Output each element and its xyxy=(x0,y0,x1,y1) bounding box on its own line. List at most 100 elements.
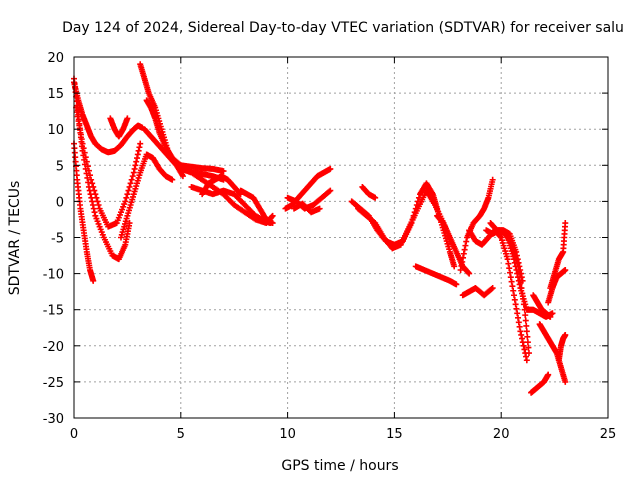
data-point xyxy=(545,371,552,378)
data-point xyxy=(88,176,95,183)
data-point xyxy=(93,194,100,201)
data-point xyxy=(523,353,530,360)
series-pass-p xyxy=(291,200,323,216)
data-point xyxy=(547,313,554,320)
data-point xyxy=(509,283,516,290)
data-point xyxy=(91,187,98,194)
data-point xyxy=(511,256,518,263)
data-point xyxy=(512,301,519,308)
series-pass-m xyxy=(237,187,276,227)
data-point xyxy=(451,263,458,270)
x-tick-label: 15 xyxy=(386,427,403,442)
series-pass-ac xyxy=(528,371,552,396)
data-point xyxy=(269,220,276,227)
data-point xyxy=(135,147,142,154)
y-axis-label: SDTVAR / TECUs xyxy=(7,181,23,296)
data-point xyxy=(562,220,569,227)
series-pass-e xyxy=(107,115,131,140)
data-point xyxy=(89,180,96,187)
y-tick-label: -25 xyxy=(43,376,64,391)
data-point xyxy=(462,242,469,249)
data-point xyxy=(269,212,276,219)
data-point xyxy=(511,292,518,299)
data-point xyxy=(507,269,514,276)
data-point xyxy=(489,176,496,183)
data-point xyxy=(517,328,524,335)
data-point xyxy=(562,378,569,385)
data-point xyxy=(83,158,90,165)
data-point xyxy=(489,285,496,292)
data-point xyxy=(78,136,85,143)
y-tick-label: 15 xyxy=(47,87,64,102)
data-point xyxy=(90,277,97,284)
data-point xyxy=(169,176,176,183)
data-point xyxy=(519,339,526,346)
data-point xyxy=(327,187,334,194)
data-point xyxy=(512,263,519,270)
data-point xyxy=(123,194,130,201)
data-point xyxy=(220,168,227,175)
data-point xyxy=(519,335,526,342)
data-point xyxy=(511,259,518,266)
data-point xyxy=(518,331,525,338)
x-tick-label: 10 xyxy=(279,427,296,442)
data-point xyxy=(513,266,520,273)
data-point xyxy=(522,312,529,319)
data-point xyxy=(460,254,467,261)
data-point xyxy=(91,209,98,216)
data-point xyxy=(88,194,95,201)
data-point xyxy=(87,172,94,179)
data-point xyxy=(523,322,530,329)
y-tick-label: -30 xyxy=(43,412,64,427)
data-point xyxy=(89,202,96,209)
series-pass-af xyxy=(555,331,569,364)
data-point xyxy=(514,310,521,317)
data-marks xyxy=(71,61,569,396)
data-point xyxy=(523,328,530,335)
data-point xyxy=(504,256,511,263)
data-point xyxy=(523,357,530,364)
data-point xyxy=(94,198,101,205)
data-point xyxy=(461,246,468,253)
data-point xyxy=(130,169,137,176)
data-point xyxy=(76,122,83,129)
data-point xyxy=(131,165,138,172)
data-point xyxy=(133,158,140,165)
data-point xyxy=(505,260,512,267)
data-point xyxy=(137,140,144,147)
series-pass-d xyxy=(73,104,144,230)
data-point xyxy=(74,113,81,120)
series-pass-ab xyxy=(530,292,554,320)
data-point xyxy=(520,342,527,349)
series-pass-ad xyxy=(536,321,569,385)
grid xyxy=(74,57,608,418)
data-point xyxy=(129,173,136,180)
data-point xyxy=(125,187,132,194)
data-point xyxy=(506,265,513,272)
data-point xyxy=(77,127,84,134)
data-point xyxy=(463,238,470,245)
data-point xyxy=(521,346,528,353)
data-point xyxy=(549,310,556,317)
data-point xyxy=(75,118,82,125)
data-point xyxy=(466,270,473,277)
series-pass-s xyxy=(412,263,460,288)
x-tick-label: 20 xyxy=(493,427,510,442)
y-tick-label: -10 xyxy=(43,268,64,283)
data-point xyxy=(522,317,529,324)
series-pass-q xyxy=(348,180,458,270)
data-point xyxy=(562,266,569,273)
data-point xyxy=(513,248,520,255)
data-point xyxy=(562,331,569,338)
series-pass-n xyxy=(282,165,334,212)
data-point xyxy=(327,165,334,172)
data-point xyxy=(82,154,89,161)
data-point xyxy=(89,198,96,205)
data-point xyxy=(90,205,97,212)
data-point xyxy=(77,131,84,138)
data-point xyxy=(525,350,532,357)
data-point xyxy=(80,145,87,152)
y-tick-label: -5 xyxy=(51,232,64,247)
data-point xyxy=(122,198,129,205)
